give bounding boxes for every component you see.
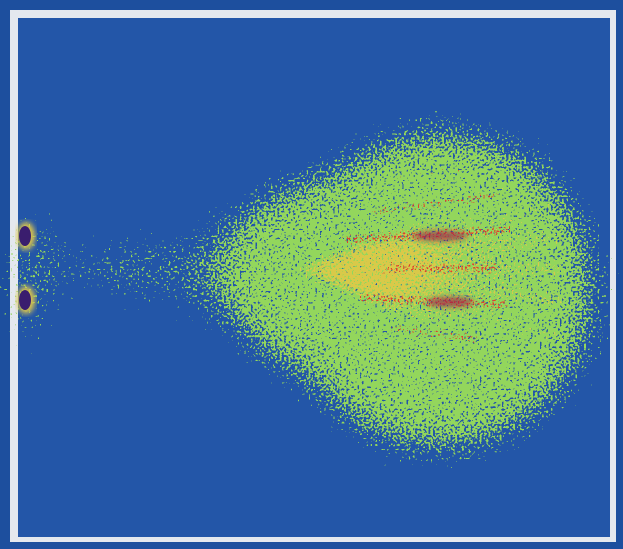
hot-spots [412, 231, 474, 307]
left-edge-spots [17, 222, 35, 314]
